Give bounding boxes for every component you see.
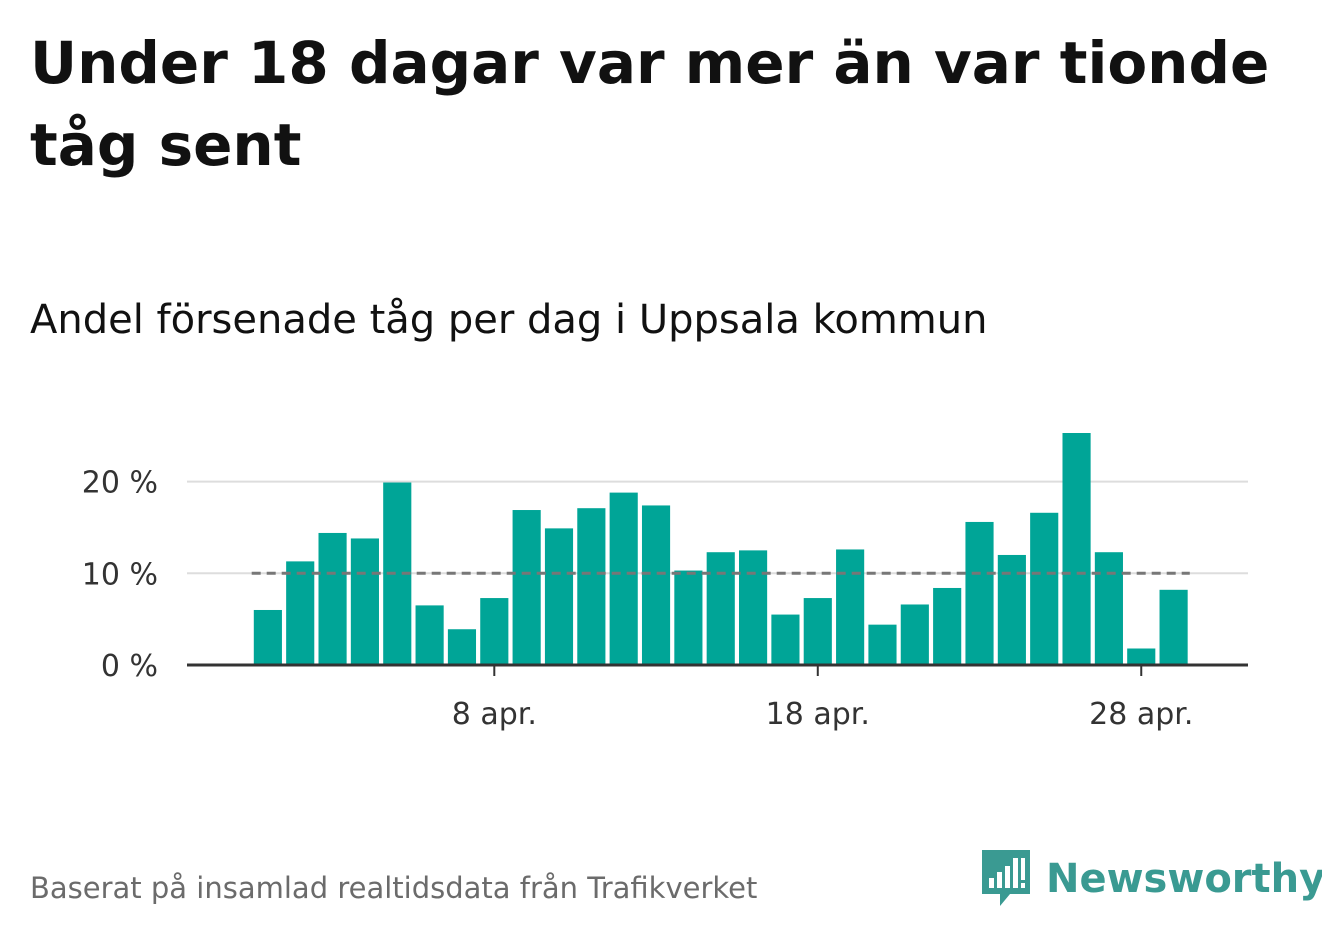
x-tick-label: 28 apr. — [1089, 697, 1193, 732]
bar — [803, 598, 832, 665]
bar — [868, 624, 897, 665]
brand-logo: Newsworthy — [980, 848, 1322, 910]
y-tick-label: 20 % — [82, 466, 158, 501]
bar — [253, 609, 282, 665]
bar — [512, 510, 541, 665]
page-title: Under 18 dagar var mer än var tionde tåg… — [30, 29, 1270, 179]
bar — [706, 552, 735, 665]
bar — [641, 505, 671, 665]
x-tick-label: 8 apr. — [452, 697, 537, 732]
bar-chart: 0 % 10 % 20 % 8 apr. 18 apr. 28 apr. — [82, 433, 1248, 732]
source-note: Baserat på insamlad realtidsdata från Tr… — [30, 871, 758, 905]
bar — [1062, 433, 1091, 665]
bars — [253, 433, 1188, 665]
bar — [1030, 512, 1059, 665]
tick-labels: 0 % 10 % 20 % 8 apr. 18 apr. 28 apr. — [82, 466, 1194, 732]
bar — [318, 532, 347, 665]
bar — [836, 549, 865, 665]
y-tick-label: 10 % — [82, 557, 158, 592]
bar — [609, 492, 638, 665]
bar — [674, 570, 703, 665]
bar — [447, 629, 477, 665]
bar — [415, 605, 444, 665]
bar — [1127, 648, 1156, 665]
bar — [350, 538, 379, 665]
bar — [900, 604, 929, 665]
newsworthy-logo-icon — [982, 850, 1030, 906]
bar — [771, 614, 800, 665]
bar — [739, 550, 768, 665]
axes — [187, 663, 1248, 676]
bar — [544, 528, 574, 665]
bar — [1159, 589, 1188, 665]
y-tick-label: 0 % — [101, 649, 158, 684]
bar — [286, 561, 315, 665]
brand-name: Newsworthy — [1046, 856, 1322, 902]
chart-subtitle: Andel försenade tåg per dag i Uppsala ko… — [30, 297, 988, 343]
bar — [480, 598, 509, 665]
bar — [577, 508, 606, 665]
bar — [1094, 552, 1123, 665]
bar — [965, 521, 994, 665]
bar — [933, 587, 962, 665]
bar — [997, 554, 1026, 665]
x-tick-label: 18 apr. — [766, 697, 870, 732]
